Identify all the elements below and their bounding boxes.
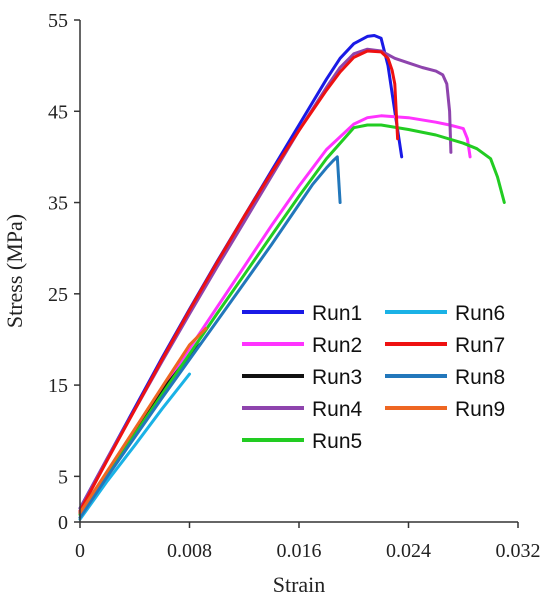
legend-label-run7: Run7: [455, 334, 505, 357]
series-line-run9: [78, 327, 208, 515]
y-tick-label: 0: [58, 512, 68, 534]
y-axis-title: Stress (MPa): [2, 214, 27, 328]
series-group: [78, 34, 506, 521]
legend-label-run3: Run3: [312, 366, 362, 389]
x-axis-title: Strain: [273, 572, 326, 597]
legend-label-run8: Run8: [455, 366, 505, 389]
y-tick-label: 35: [48, 193, 68, 215]
y-tick-label: 55: [48, 10, 68, 32]
x-tick-label: 0.024: [386, 540, 431, 562]
x-tick-label: 0.032: [496, 540, 541, 562]
axes-group: 0 5 15 25 35 45 55 0 0.008 0.016 0.024 0.032: [48, 10, 541, 562]
x-tick-label: 0: [75, 540, 85, 562]
series-line-run6: [78, 372, 191, 521]
y-tick-label: 25: [48, 284, 68, 306]
series-line-run7: [78, 49, 400, 513]
series-line-run2: [78, 114, 472, 515]
x-tick-label: 0.008: [167, 540, 212, 562]
legend-label-run5: Run5: [312, 430, 362, 453]
legend-label-run2: Run2: [312, 334, 362, 357]
legend-label-run4: Run4: [312, 398, 363, 421]
legend-label-run6: Run6: [455, 302, 505, 325]
y-tick-label: 5: [58, 466, 68, 488]
legend-label-run9: Run9: [455, 398, 505, 421]
x-tick-label: 0.016: [277, 540, 322, 562]
legend: Run1 Run2 Run3 Run4 Run5 Run6 Run7 Run8 Run9: [242, 302, 505, 453]
y-tick-label: 45: [48, 101, 68, 123]
y-tick-label: 15: [48, 375, 68, 397]
series-line-run8: [78, 155, 342, 519]
legend-label-run1: Run1: [312, 302, 362, 325]
series-line-run5: [78, 123, 506, 517]
